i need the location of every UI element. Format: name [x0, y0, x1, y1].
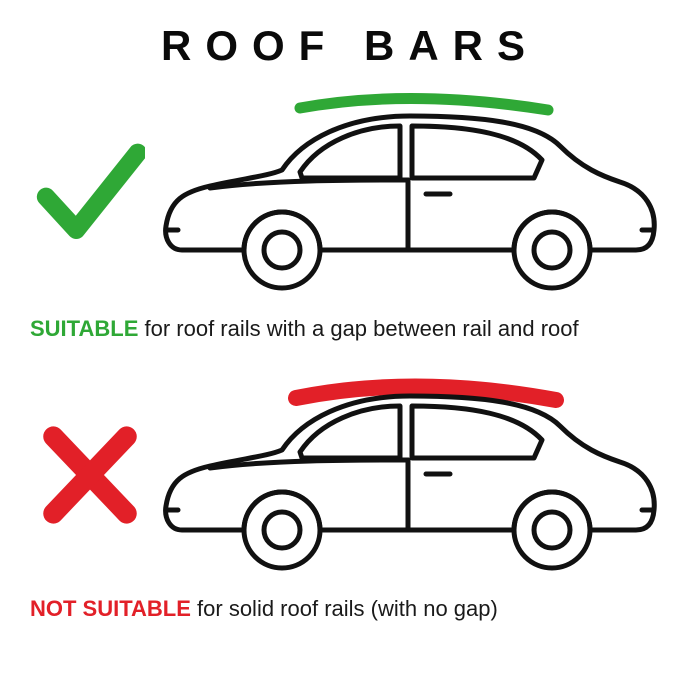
row-not-suitable: [30, 360, 670, 590]
car-suitable: [150, 80, 670, 310]
car-outline-icon: [166, 396, 655, 568]
cross-icon: [30, 420, 150, 530]
check-icon: [30, 140, 150, 250]
caption-not-suitable: NOT SUITABLE for solid roof rails (with …: [30, 596, 670, 622]
caption-lead: SUITABLE: [30, 316, 138, 341]
car-outline-icon: [166, 116, 655, 288]
caption-suitable: SUITABLE for roof rails with a gap betwe…: [30, 316, 670, 342]
car-not-suitable: [150, 360, 670, 590]
block-suitable: SUITABLE for roof rails with a gap betwe…: [30, 80, 670, 342]
block-not-suitable: NOT SUITABLE for solid roof rails (with …: [30, 360, 670, 622]
roof-rail-icon: [300, 98, 548, 110]
page: ROOF BARS: [0, 0, 700, 700]
row-suitable: [30, 80, 670, 310]
caption-rest: for solid roof rails (with no gap): [191, 596, 498, 621]
caption-lead: NOT SUITABLE: [30, 596, 191, 621]
page-title: ROOF BARS: [30, 22, 670, 70]
caption-rest: for roof rails with a gap between rail a…: [138, 316, 578, 341]
